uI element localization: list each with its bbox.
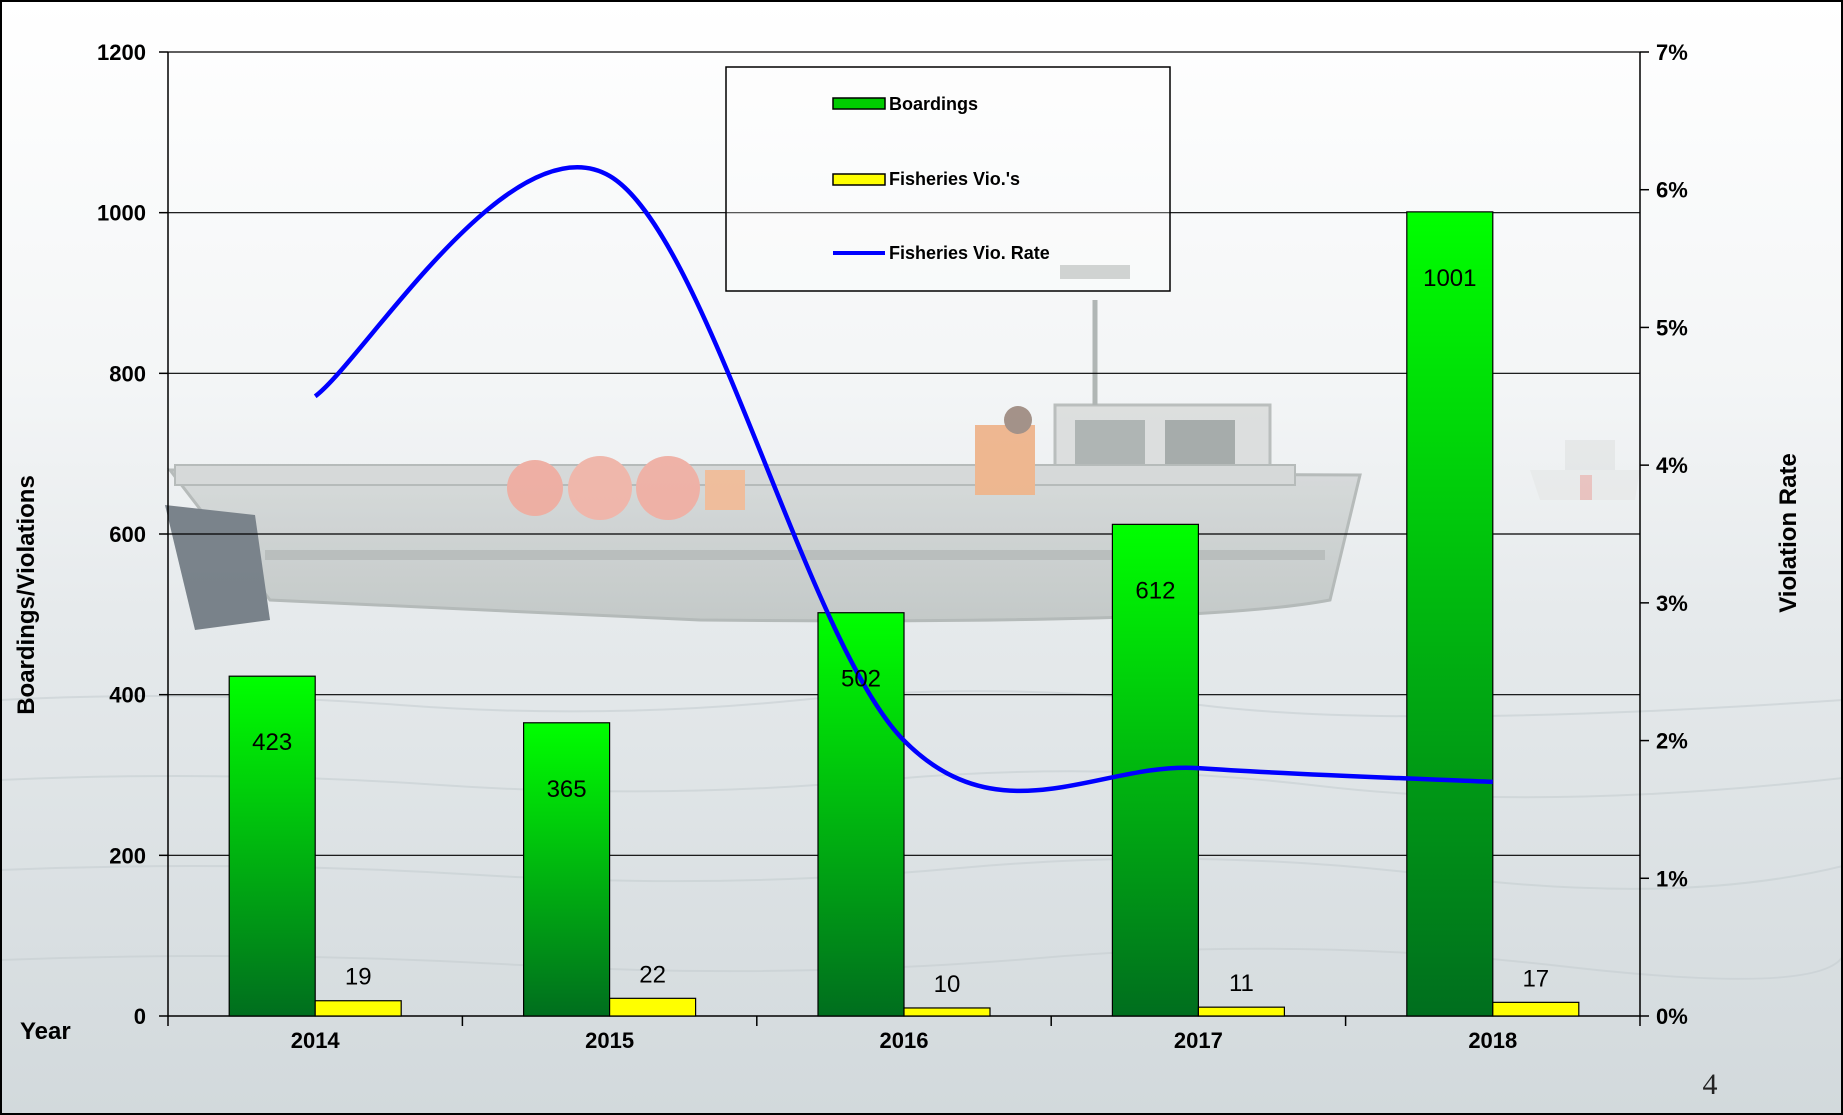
right-tick-label: 5%: [1656, 315, 1688, 340]
bar-violations-2016: [903, 1007, 991, 1017]
right-tick-label: 1%: [1656, 866, 1688, 891]
bar-violations-2014: [314, 1000, 402, 1017]
data-label-boardings-2014: 423: [252, 729, 292, 756]
legend-label-boardings: Boardings: [889, 94, 978, 114]
line-fisheries-vio-rate: [313, 165, 1493, 794]
right-tick-label: 4%: [1656, 453, 1688, 478]
legend-box: [725, 66, 1171, 292]
data-label-boardings-2016: 502: [841, 666, 881, 693]
x-tick-label: 2015: [585, 1028, 634, 1053]
left-tick-label: 400: [109, 683, 146, 708]
tick-labels: 0 200 400 600 800 1000 1200 0% 1% 2% 3% 4% 5% 6% 7% 201…: [97, 40, 1688, 1053]
data-label-boardings-2017: 612: [1135, 577, 1175, 604]
right-tick-label: 2%: [1656, 729, 1688, 754]
legend-swatch-boardings: [832, 97, 886, 110]
left-tick-label: 600: [109, 522, 146, 547]
right-tick-label: 0%: [1656, 1004, 1688, 1029]
left-tick-label: 1200: [97, 40, 146, 65]
x-tick-label: 2017: [1174, 1028, 1223, 1053]
bar-boardings-2014: [228, 675, 316, 1017]
x-tick-label: 2016: [880, 1028, 929, 1053]
right-tick-label: 3%: [1656, 591, 1688, 616]
left-tick-label: 1000: [97, 201, 146, 226]
page-number: 4: [1702, 1068, 1718, 1101]
bars: [228, 211, 1580, 1017]
data-label-violations-2018: 17: [1522, 965, 1549, 992]
x-tick-label: 2018: [1468, 1028, 1517, 1053]
rate-line-layer: [313, 165, 1493, 794]
left-tick-label: 0: [134, 1004, 146, 1029]
bar-violations-2018: [1492, 1001, 1580, 1017]
data-label-violations-2017: 11: [1229, 970, 1254, 997]
left-tick-label: 200: [109, 843, 146, 868]
bar-violations-2017: [1197, 1006, 1286, 1017]
bar-boardings-2015: [522, 722, 611, 1017]
x-axis-title: Year: [20, 1018, 71, 1045]
bar-violations-2015: [608, 997, 697, 1017]
bar-boardings-2018: [1406, 211, 1494, 1017]
right-tick-label: 7%: [1656, 40, 1688, 65]
legend-label-rate: Fisheries Vio. Rate: [889, 243, 1050, 263]
x-tick-label: 2014: [291, 1028, 341, 1053]
data-label-violations-2015: 22: [639, 961, 666, 988]
legend-swatch-violations: [832, 173, 886, 186]
left-tick-label: 800: [109, 361, 146, 386]
data-label-violations-2014: 19: [345, 964, 372, 991]
right-axis-title: Violation Rate: [1775, 453, 1802, 613]
data-label-boardings-2015: 365: [547, 776, 587, 803]
legend: Boardings Fisheries Vio.'s Fisheries Vio…: [725, 66, 1171, 292]
left-axis-title: Boardings/Violations: [13, 475, 40, 715]
right-tick-label: 6%: [1656, 178, 1688, 203]
legend-label-violations: Fisheries Vio.'s: [889, 169, 1020, 189]
data-labels: 423 365 502 612 1001 19 22 10 11 17: [252, 265, 1549, 998]
data-label-boardings-2018: 1001: [1423, 265, 1476, 292]
data-label-violations-2016: 10: [934, 971, 961, 998]
